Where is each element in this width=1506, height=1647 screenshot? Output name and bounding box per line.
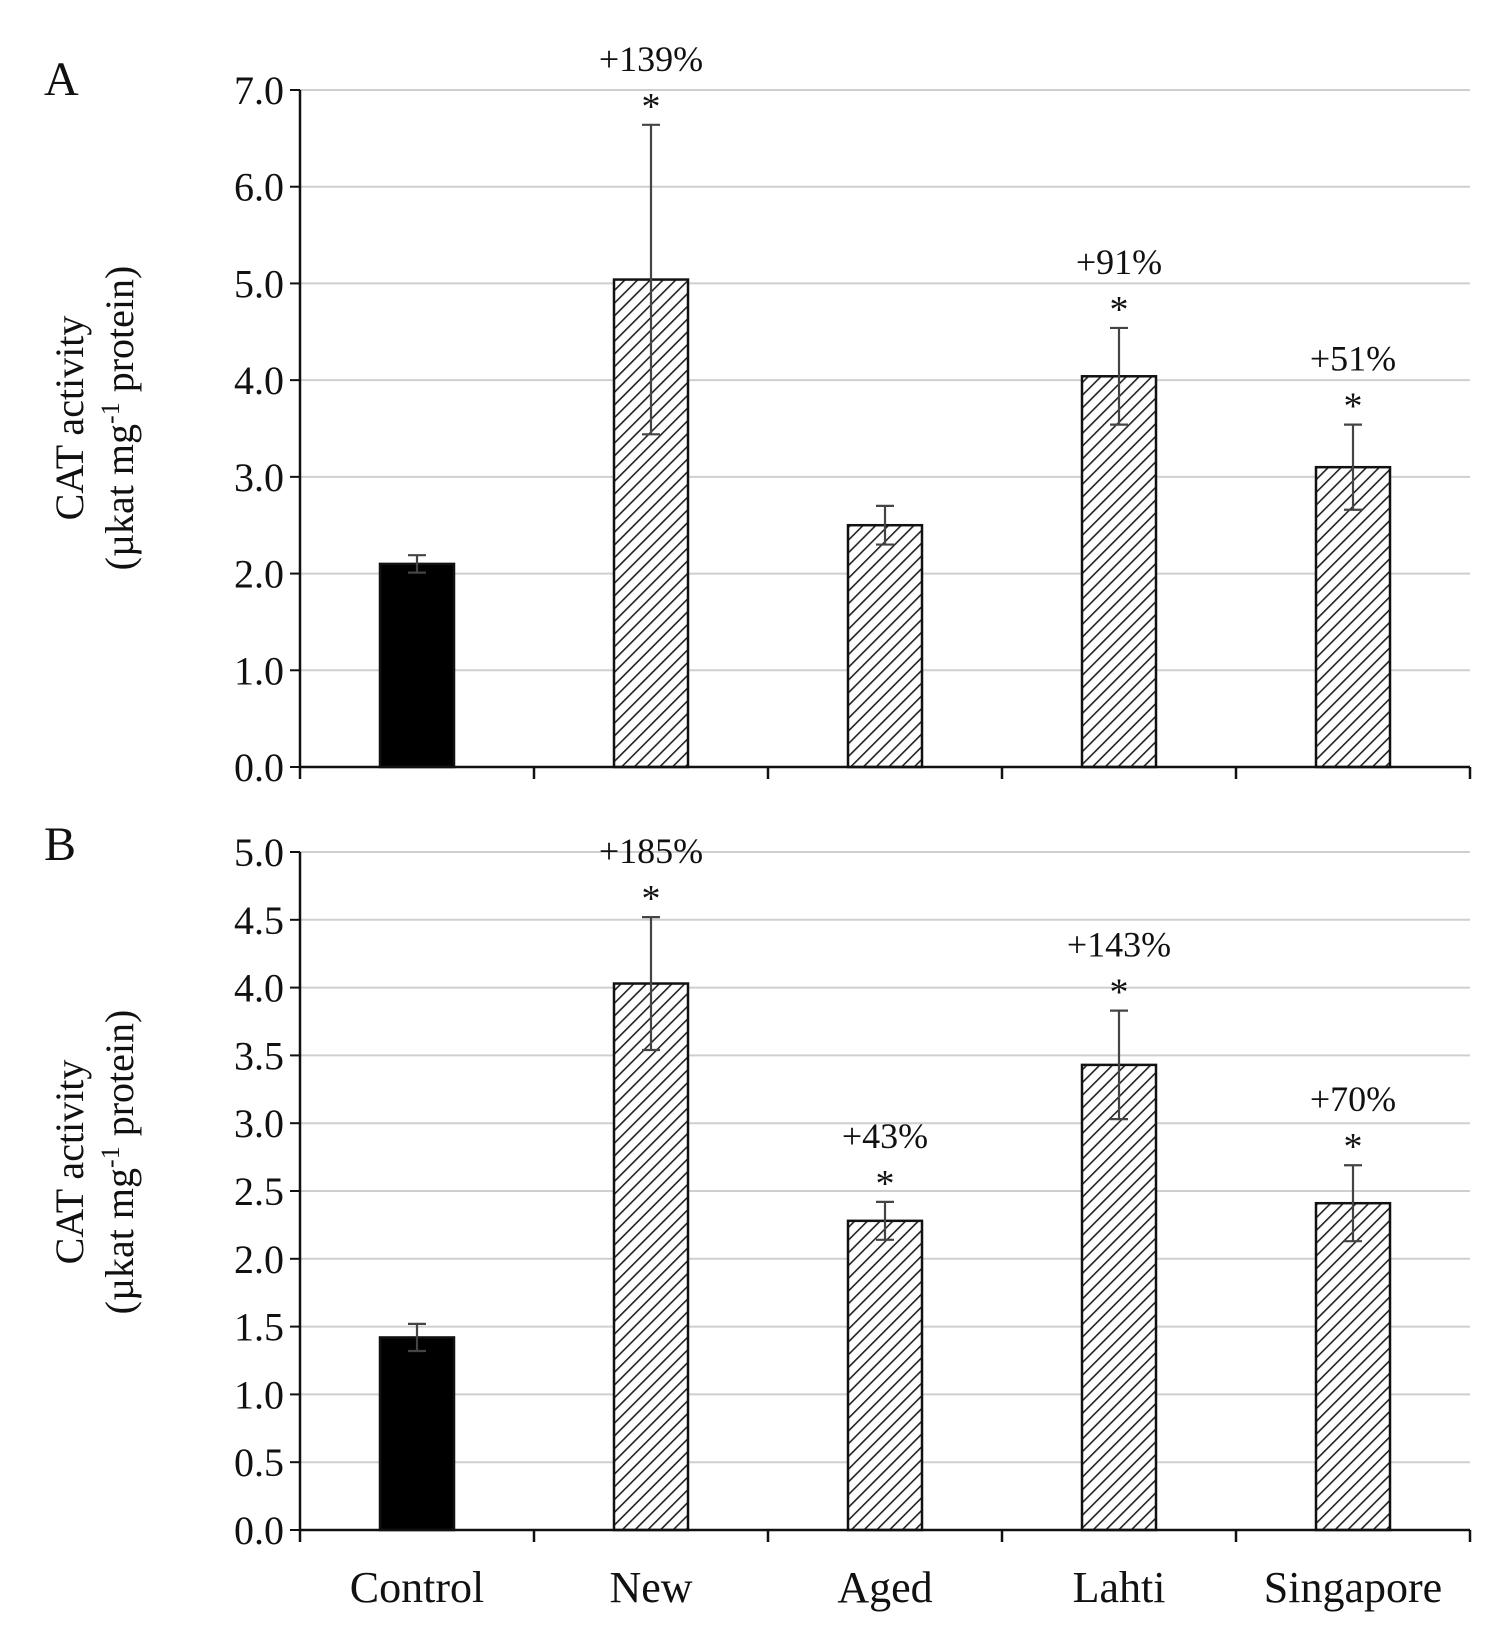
panel-b-axes	[290, 851, 1472, 1542]
panel-b-significance-star: *	[642, 878, 661, 920]
panel-a-ylabel-line1: CAT activity	[47, 316, 92, 521]
panel-b-percent-label: +43%	[842, 1116, 928, 1156]
panel-a-y-tick-label: 7.0	[234, 68, 284, 113]
panel-b-chart: B CAT activity (µkat mg-1 protein) 0.00.…	[44, 818, 1472, 1612]
panel-b-y-axis-label: CAT activity (µkat mg-1 protein)	[47, 1010, 142, 1315]
x-category-label-singapore: Singapore	[1264, 1563, 1442, 1612]
panel-a-percent-label: +51%	[1310, 339, 1396, 379]
panel-b-bar-singapore	[1314, 1201, 1392, 1532]
panel-b-percent-label: +70%	[1310, 1079, 1396, 1119]
panel-b-tick-labels: 0.0 0.5 1.0 1.5 2.0 2.5 3.0 3.5 4.0 4.5 5.0	[234, 830, 284, 1553]
panel-a-y-tick-label: 4.0	[234, 358, 284, 403]
panel-b-y-tick-label: 5.0	[234, 830, 284, 875]
panel-b-bars	[378, 915, 1392, 1532]
panel-b-label: B	[44, 818, 76, 871]
x-category-label-control: Control	[350, 1563, 484, 1612]
panel-a-percent-label: +91%	[1076, 242, 1162, 282]
panel-a-annotations: * +139% * +91% * +51%	[599, 39, 1396, 428]
panel-b-percent-label: +185%	[599, 831, 703, 871]
panel-b-y-tick-label: 2.5	[234, 1169, 284, 1214]
panel-a-y-tick-label: 3.0	[234, 455, 284, 500]
panel-b-y-tick-label: 3.5	[234, 1033, 284, 1078]
panel-a-bar-lahti	[1080, 375, 1158, 769]
panel-a-bar-aged	[846, 523, 924, 769]
panel-b-bar-control	[378, 1336, 456, 1532]
panel-b-bar-lahti	[1080, 1063, 1158, 1532]
panel-a-significance-star: *	[1344, 386, 1363, 428]
panel-a-y-tick-label: 6.0	[234, 165, 284, 210]
panel-a-bar-singapore	[1314, 465, 1392, 769]
x-axis-category-labels: Control New Aged Lahti Singapore	[350, 1563, 1442, 1612]
panel-b-significance-star: *	[876, 1163, 895, 1205]
panel-b-y-tick-label: 4.0	[234, 966, 284, 1011]
panel-b-ylabel-line2: (µkat mg-1 protein)	[96, 1010, 142, 1315]
panel-b-y-tick-label: 1.5	[234, 1305, 284, 1350]
panel-b-annotations: * +185% * +43% * +143% * +70%	[599, 831, 1396, 1205]
panel-a-y-axis-label: CAT activity (µkat mg-1 protein)	[47, 266, 142, 571]
panel-a-y-tick-label: 5.0	[234, 261, 284, 306]
panel-a-label: A	[44, 53, 79, 106]
panel-a-significance-star: *	[642, 86, 661, 128]
x-category-label-new: New	[609, 1563, 692, 1612]
panel-b-y-tick-label: 0.0	[234, 1508, 284, 1553]
panel-b-y-tick-label: 4.5	[234, 898, 284, 943]
panel-b-y-tick-label: 3.0	[234, 1101, 284, 1146]
panel-a-y-tick-label: 0.0	[234, 745, 284, 790]
panel-a-bar-control	[378, 562, 456, 769]
panel-b-ylabel-line1: CAT activity	[47, 1060, 92, 1265]
panel-b-y-tick-label: 1.0	[234, 1372, 284, 1417]
x-category-label-lahti: Lahti	[1073, 1563, 1166, 1612]
panel-a-ylabel-line2: (µkat mg-1 protein)	[96, 266, 142, 571]
x-category-label-aged: Aged	[837, 1563, 932, 1612]
panel-a-percent-label: +139%	[599, 39, 703, 79]
panel-b-y-tick-label: 0.5	[234, 1440, 284, 1485]
panel-a-y-tick-label: 1.0	[234, 648, 284, 693]
panel-b-bar-new	[612, 982, 690, 1532]
panel-b-significance-star: *	[1344, 1126, 1363, 1168]
panel-a-significance-star: *	[1110, 289, 1129, 331]
panel-a-gridlines	[300, 89, 1470, 672]
panel-a-tick-labels: 0.0 1.0 2.0 3.0 4.0 5.0 6.0 7.0	[234, 68, 284, 790]
panel-b-y-tick-label: 2.0	[234, 1237, 284, 1282]
panel-b-bar-aged	[846, 1219, 924, 1532]
panel-a-axes	[290, 89, 1472, 779]
panel-a-chart: A CAT activity (µkat mg-1 protein) 0.0 1.…	[44, 39, 1472, 790]
panel-a-bars	[378, 123, 1392, 769]
panel-a-y-tick-label: 2.0	[234, 552, 284, 597]
panel-b-significance-star: *	[1110, 972, 1129, 1014]
panel-b-percent-label: +143%	[1067, 925, 1171, 965]
